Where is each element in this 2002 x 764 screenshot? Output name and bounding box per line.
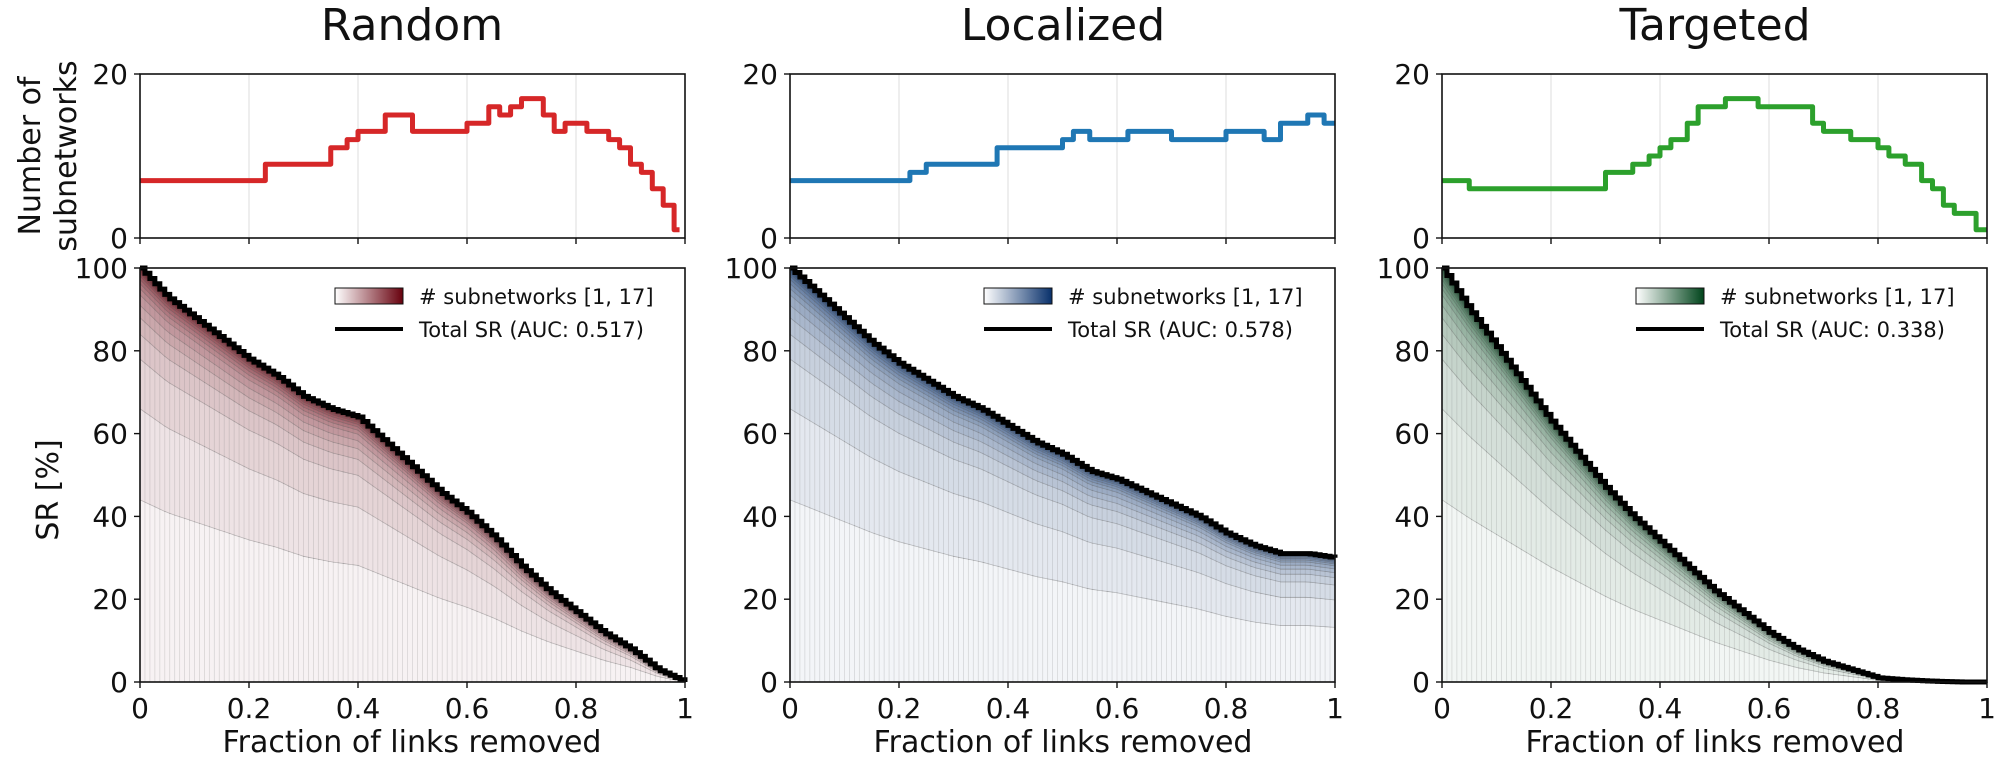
xtick-label: 0.8 (1204, 692, 1249, 725)
panel-top-targeted: 0 20 (1394, 58, 1988, 255)
ytick-label: 20 (742, 58, 778, 91)
legend-total-localized: Total SR (AUC: 0.578) (1067, 318, 1293, 342)
axes-frame-top-random (139, 73, 686, 239)
bottom-ylabel: SR [%] (31, 439, 66, 540)
total-sr-line-targeted (1442, 265, 1987, 685)
xtick-label: 0.4 (986, 692, 1031, 725)
axes-frame-bottom-random (139, 267, 686, 683)
xlabel-targeted: Fraction of links removed (1526, 725, 1905, 760)
xtick-label: 0.6 (1095, 692, 1140, 725)
title-random: Random (321, 0, 503, 51)
panel-bottom-localized: 0 20 40 60 80 100 0 0.2 0.4 0.6 0.8 1 (725, 252, 1344, 725)
ytick-label: 0 (110, 222, 128, 255)
xlabel-random: Fraction of links removed (223, 725, 602, 760)
top-ylabel-line2: subnetworks (49, 60, 84, 251)
subnetworks-line-localized (790, 112, 1335, 184)
ytick-label: 0 (760, 666, 778, 699)
xtick-label: 0 (131, 692, 149, 725)
xtick-label: 0.8 (1856, 692, 1901, 725)
legend-colorbar-localized (983, 287, 1053, 305)
ytick-label: 40 (1394, 500, 1430, 533)
subnetworks-line-targeted (1442, 96, 1987, 233)
ytick-label: 100 (75, 252, 128, 285)
ytick-label: 20 (92, 58, 128, 91)
ytick-label: 0 (760, 222, 778, 255)
ytick-label: 40 (92, 500, 128, 533)
panel-top-random: 0 20 (92, 58, 686, 255)
xtick-label: 1 (1326, 692, 1344, 725)
xtick-label: 1 (1978, 692, 1996, 725)
legend-localized: # subnetworks [1, 17] Total SR (AUC: 0.5… (983, 285, 1303, 342)
legend-subnetworks-targeted: # subnetworks [1, 17] (1720, 285, 1955, 309)
xtick-label: 0.2 (1529, 692, 1574, 725)
ytick-label: 80 (1394, 335, 1430, 368)
xtick-label: 0 (1433, 692, 1451, 725)
xtick-label: 0.4 (336, 692, 381, 725)
legend-targeted: # subnetworks [1, 17] Total SR (AUC: 0.3… (1635, 285, 1955, 342)
legend-total-targeted: Total SR (AUC: 0.338) (1719, 318, 1945, 342)
ytick-label: 40 (742, 500, 778, 533)
legend-colorbar-random (334, 287, 404, 305)
legend-subnetworks-random: # subnetworks [1, 17] (419, 285, 654, 309)
ytick-label: 80 (742, 335, 778, 368)
panel-bottom-random: 0 20 40 60 80 100 0 0.2 0.4 0.6 0.8 1 (75, 252, 694, 725)
total-sr-line-random (140, 265, 688, 683)
panel-top-localized: 0 20 (742, 58, 1336, 255)
top-ylabel-line1: Number of (13, 75, 48, 235)
xtick-label: 0.8 (554, 692, 599, 725)
legend-colorbar-targeted (1635, 287, 1705, 305)
ytick-label: 60 (742, 418, 778, 451)
ytick-label: 20 (1394, 58, 1430, 91)
axes-frame-bottom-targeted (1441, 267, 1988, 683)
ytick-label: 80 (92, 335, 128, 368)
subnetworks-line-random (140, 96, 680, 233)
legend-random: # subnetworks [1, 17] Total SR (AUC: 0.5… (334, 285, 654, 342)
xtick-label: 0.6 (445, 692, 490, 725)
ytick-label: 100 (1377, 252, 1430, 285)
panel-bottom-targeted: 0 20 40 60 80 100 0 0.2 0.4 0.6 0.8 1 (1377, 252, 1996, 725)
xtick-label: 1 (676, 692, 694, 725)
title-targeted: Targeted (1618, 0, 1810, 51)
ytick-label: 20 (1394, 583, 1430, 616)
xtick-label: 0.2 (227, 692, 272, 725)
ytick-label: 0 (110, 666, 128, 699)
ytick-label: 0 (1412, 666, 1430, 699)
ytick-label: 20 (92, 583, 128, 616)
ytick-label: 60 (92, 418, 128, 451)
total-sr-line-localized (790, 265, 1338, 560)
title-localized: Localized (961, 0, 1165, 51)
ytick-label: 100 (725, 252, 778, 285)
xtick-label: 0.2 (877, 692, 922, 725)
ytick-label: 20 (742, 583, 778, 616)
axes-frame-top-targeted (1441, 73, 1988, 239)
ytick-label: 0 (1412, 222, 1430, 255)
xlabel-localized: Fraction of links removed (874, 725, 1253, 760)
xtick-label: 0.6 (1747, 692, 1792, 725)
xtick-label: 0.4 (1638, 692, 1683, 725)
axes-frame-bottom-localized (789, 267, 1336, 683)
legend-total-random: Total SR (AUC: 0.517) (418, 318, 644, 342)
xtick-label: 0 (781, 692, 799, 725)
ytick-label: 60 (1394, 418, 1430, 451)
legend-subnetworks-localized: # subnetworks [1, 17] (1068, 285, 1303, 309)
axes-frame-top-localized (789, 73, 1336, 239)
